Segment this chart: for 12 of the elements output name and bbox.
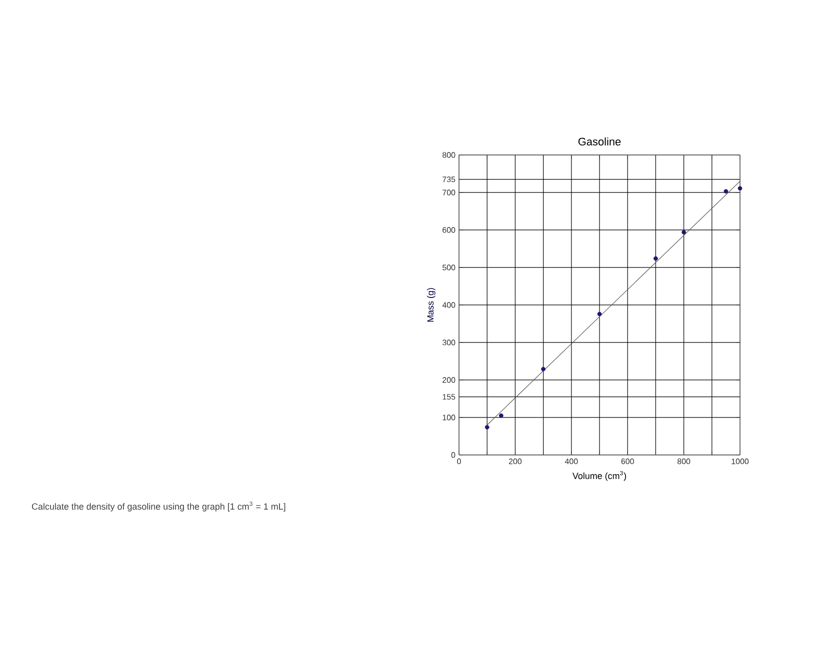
text: Calculate the density of gasoline using the graph [1 cm$^{3}$ = 1 mL] [32, 502, 286, 512]
point [541, 366, 546, 372]
point [738, 186, 742, 191]
point [498, 413, 504, 418]
y-axis-title: Mass (g) [426, 288, 436, 322]
x-axis-title: Volume (cm$^{3}$) [572, 470, 626, 481]
point [484, 425, 490, 430]
chart-title: Gasoline [578, 137, 621, 146]
point [597, 312, 602, 316]
point [724, 189, 728, 194]
point [654, 256, 658, 261]
point [682, 230, 686, 234]
